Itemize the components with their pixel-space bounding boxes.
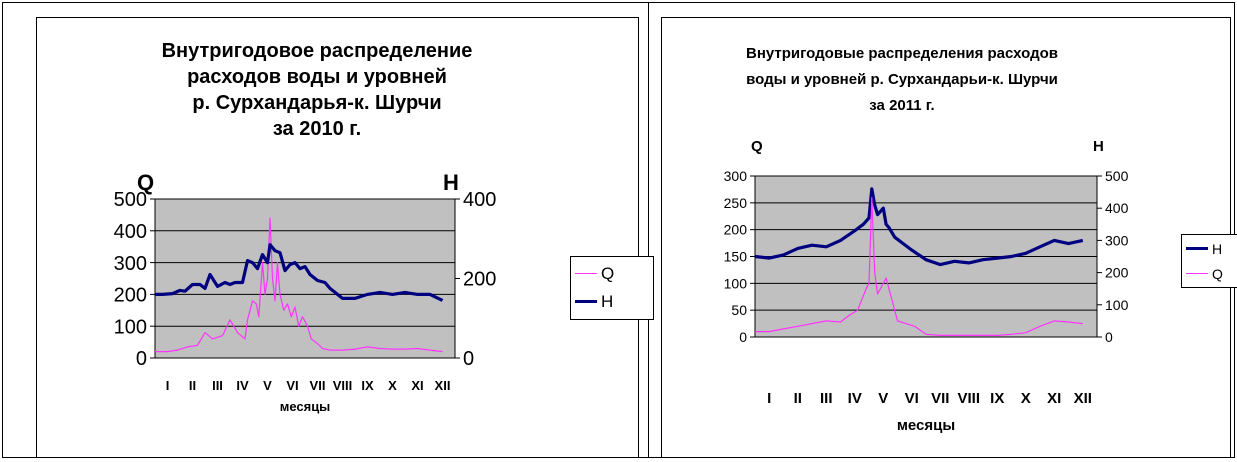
y-tick-label-left: 400 <box>114 221 147 243</box>
y-tick-label-left: 100 <box>724 275 748 291</box>
chart-title: Внутригодовое распределение расходов вод… <box>117 38 517 142</box>
x-tick-label: VII <box>931 390 949 407</box>
legend-item-h: H <box>1182 237 1237 261</box>
x-tick-label: III <box>212 378 223 393</box>
series-line-h <box>155 243 444 302</box>
x-tick-label: VIII <box>957 390 980 407</box>
y-tick-label-left: 0 <box>136 348 147 370</box>
chart-title-line: за 2011 г. <box>869 97 935 114</box>
y-tick-label-right: 500 <box>1105 168 1129 184</box>
x-axis-label: месяцы <box>280 399 331 414</box>
chart-title-line: р. Сурхандарья-к. Шурчи <box>192 92 442 114</box>
chart-title-line: за 2010 г. <box>272 118 362 140</box>
chart-legend: Q H <box>570 256 654 320</box>
x-tick-label: IX <box>990 390 1004 407</box>
y-tick-label-right: 100 <box>1105 297 1129 313</box>
y-tick-label-right: 400 <box>1105 200 1129 216</box>
chart-2010[interactable]: Внутригодовое распределение расходов вод… <box>36 17 654 458</box>
x-tick-label: VI <box>286 378 298 393</box>
chart-title: Внутригодовые распределения расходов вод… <box>722 41 1082 119</box>
y-tick-label-left: 300 <box>114 253 147 275</box>
x-tick-label: III <box>820 390 833 407</box>
y-tick-label-left: 300 <box>724 168 748 184</box>
x-tick-label: VI <box>905 390 919 407</box>
x-tick-label: I <box>767 390 771 407</box>
series-line-q <box>155 217 443 353</box>
legend-item-h: H <box>571 290 653 314</box>
legend-label: Q <box>1212 266 1223 282</box>
legend-item-q: Q <box>571 262 653 286</box>
y-tick-label-right: 200 <box>1105 265 1129 281</box>
column-divider <box>648 2 649 458</box>
x-tick-label: IX <box>361 378 374 393</box>
legend-swatch <box>575 300 597 303</box>
legend-swatch <box>575 273 597 274</box>
x-tick-label: X <box>1021 390 1031 407</box>
x-tick-label: V <box>263 378 272 393</box>
x-tick-label: II <box>794 390 802 407</box>
y-tick-label-right: 0 <box>463 348 474 370</box>
x-axis-label: месяцы <box>897 417 955 434</box>
chart-title-line: Внутригодовые распределения расходов <box>745 45 1059 62</box>
legend-label: H <box>1212 241 1223 257</box>
legend-swatch <box>1186 247 1208 250</box>
x-tick-label: IV <box>848 390 862 407</box>
y-tick-label-right: 400 <box>463 189 496 211</box>
chart-title-line: воды и уровней р. Сурхандарьи-к. Шурчи <box>746 71 1058 88</box>
y-axis-left-label: Q <box>751 138 763 155</box>
y-tick-label-left: 200 <box>724 222 748 238</box>
x-tick-label: VII <box>310 378 326 393</box>
legend-swatch <box>1186 273 1208 274</box>
y-tick-label-right: 300 <box>1105 232 1129 248</box>
x-tick-label: IV <box>236 378 249 393</box>
y-axis-left-label: Q <box>137 170 155 195</box>
plot-area <box>155 199 455 358</box>
chart-title-line: Внутригодовое распределение <box>161 40 473 62</box>
x-tick-label: XII <box>435 378 451 393</box>
x-tick-label: V <box>878 390 888 407</box>
legend-label: Q <box>601 264 615 283</box>
y-tick-label-left: 150 <box>724 249 748 265</box>
chart-title-line: расходов воды и уровней <box>187 66 447 88</box>
y-tick-label-left: 250 <box>724 195 748 211</box>
series-line-q <box>755 196 1083 336</box>
y-tick-label-left: 500 <box>114 189 147 211</box>
y-tick-label-left: 0 <box>739 329 747 345</box>
y-tick-label-left: 50 <box>731 302 747 318</box>
y-tick-label-left: 200 <box>114 285 147 307</box>
y-tick-label-right: 0 <box>1105 329 1113 345</box>
chart-legend: H Q <box>1181 234 1237 288</box>
series-line-h <box>754 187 1084 267</box>
x-tick-label: X <box>388 378 397 393</box>
legend-label: H <box>601 292 614 311</box>
y-tick-label-right: 200 <box>463 269 496 291</box>
x-tick-label: XII <box>1074 390 1092 407</box>
x-tick-label: XI <box>1047 390 1061 407</box>
x-tick-label: VIII <box>333 378 353 393</box>
legend-item-q: Q <box>1182 262 1237 286</box>
y-axis-right-label: H <box>443 170 459 195</box>
chart-2011[interactable]: Внутригодовые распределения расходов вод… <box>661 17 1237 458</box>
x-tick-label: I <box>166 378 170 393</box>
y-tick-label-left: 100 <box>114 316 147 338</box>
y-axis-right-label: H <box>1093 138 1104 155</box>
x-tick-label: XI <box>411 378 423 393</box>
x-tick-label: II <box>189 378 196 393</box>
